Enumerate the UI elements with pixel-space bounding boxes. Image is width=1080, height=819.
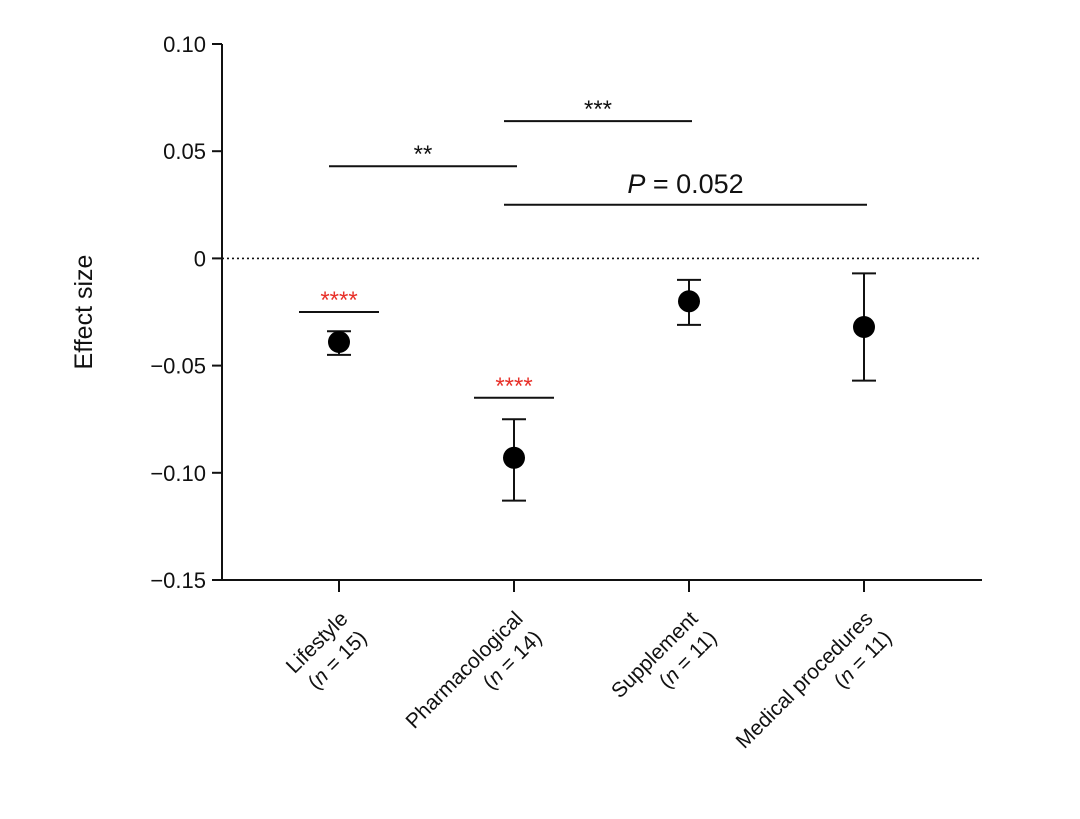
y-tick-label: 0.05: [163, 139, 206, 164]
comparison-p-value-label: P = 0.052: [627, 169, 743, 199]
comparison-label: ***: [584, 96, 612, 123]
y-tick-label: 0.10: [163, 32, 206, 57]
y-tick-label: 0: [194, 246, 206, 271]
data-point: [328, 331, 350, 354]
significance-label: ****: [495, 373, 532, 400]
y-tick-label: −0.05: [150, 354, 206, 379]
y-axis-title: Effect size: [70, 255, 98, 370]
significance-label: ****: [320, 287, 357, 314]
data-point: [853, 316, 875, 339]
comparison-label: **: [414, 141, 433, 168]
y-tick-label: −0.15: [150, 568, 206, 593]
data-point: [678, 290, 700, 313]
y-tick-label: −0.10: [150, 461, 206, 486]
data-point: [503, 446, 525, 469]
